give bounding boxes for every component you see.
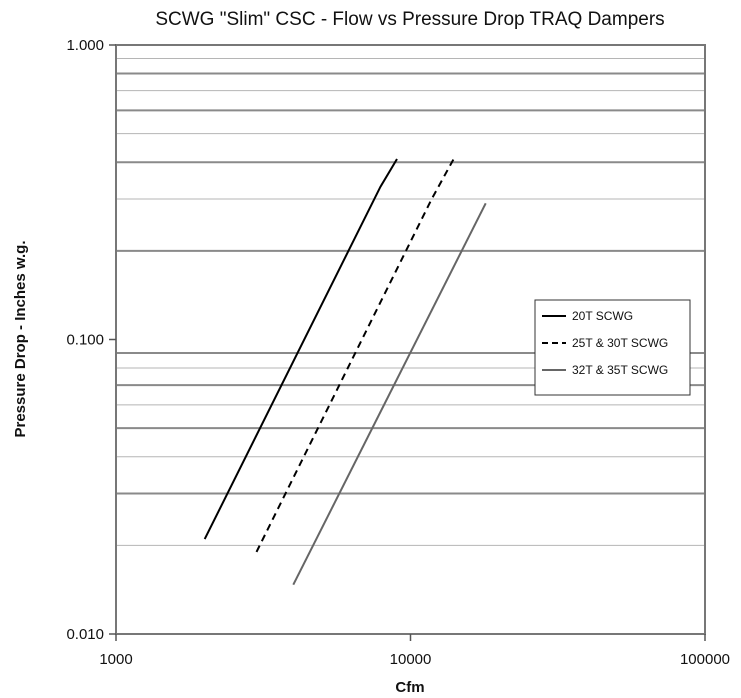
y-tick-label: 0.010 <box>66 626 104 643</box>
axis-ticks: 0.010 0.100 1.000 1000 10000 100000 <box>66 37 730 668</box>
legend-label-1: 20T SCWG <box>572 309 633 323</box>
x-tick-label: 1000 <box>99 651 132 668</box>
y-tick-label: 0.100 <box>66 332 104 349</box>
legend-label-3: 32T & 35T SCWG <box>572 363 668 377</box>
series-line-3 <box>292 202 487 586</box>
series-line-1 <box>203 158 398 540</box>
legend: 20T SCWG 25T & 30T SCWG 32T & 35T SCWG <box>534 299 691 396</box>
gridlines <box>116 57 705 546</box>
x-tick-label: 100000 <box>680 651 730 668</box>
series-lines <box>203 155 487 586</box>
x-tick-label: 10000 <box>390 651 432 668</box>
y-axis-label: Pressure Drop - Inches w.g. <box>12 241 29 438</box>
y-tick-label: 1.000 <box>66 37 104 54</box>
x-axis-label: Cfm <box>395 679 424 696</box>
legend-items: 20T SCWG 25T & 30T SCWG 32T & 35T SCWG <box>542 309 668 377</box>
chart-title: SCWG "Slim" CSC - Flow vs Pressure Drop … <box>155 9 664 30</box>
series-line-2 <box>255 155 457 553</box>
legend-label-2: 25T & 30T SCWG <box>572 336 668 350</box>
